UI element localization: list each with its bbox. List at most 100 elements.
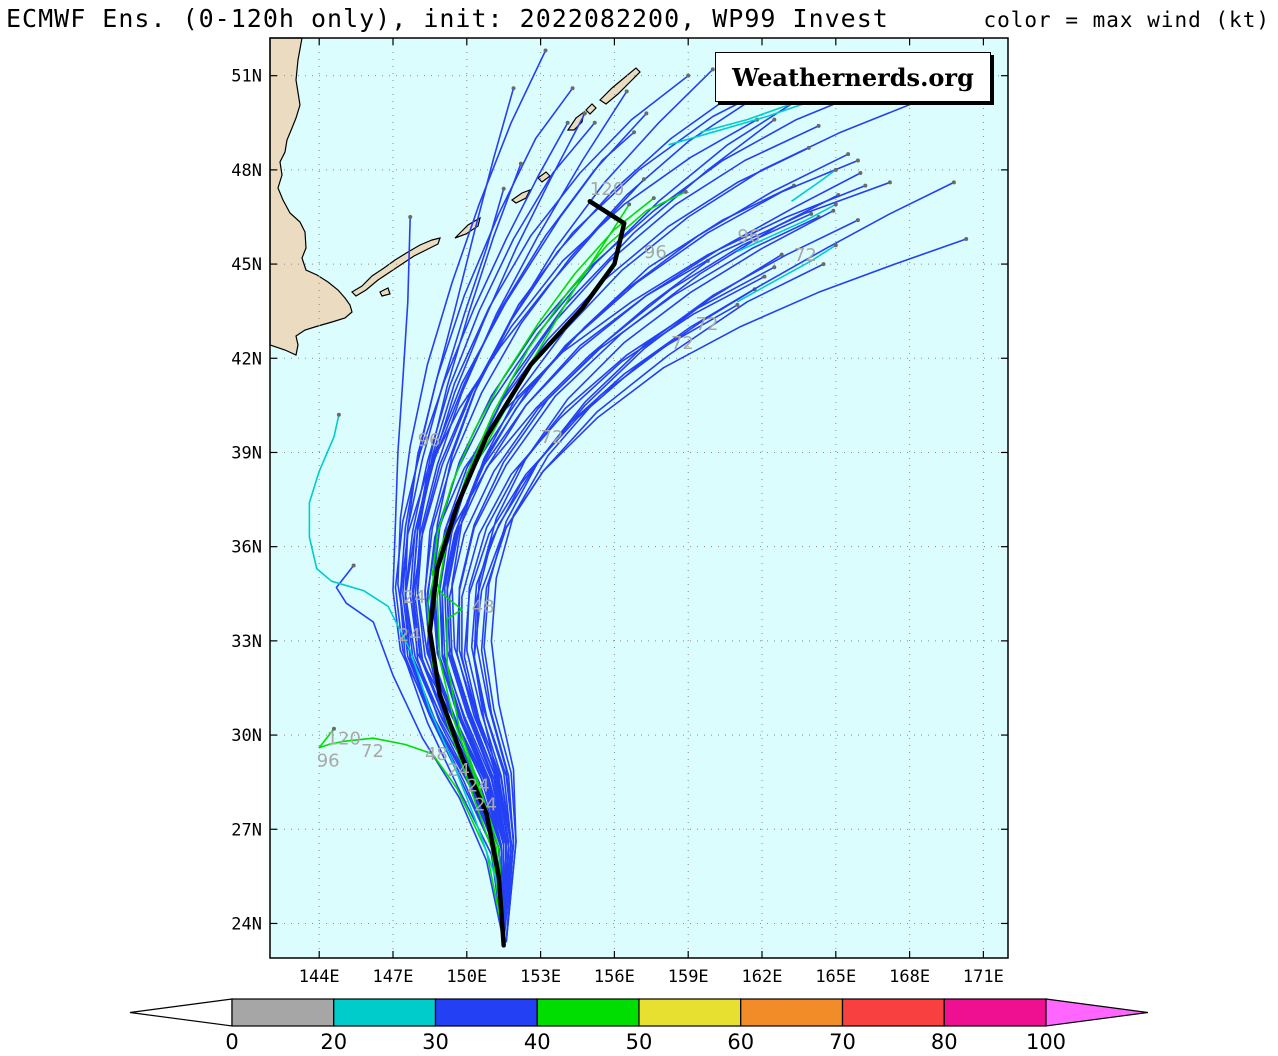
track-end-point bbox=[632, 130, 637, 135]
track-end-point bbox=[511, 86, 516, 91]
forecast-hour-label: 24 bbox=[403, 587, 426, 608]
lon-tick-label: 147E bbox=[373, 967, 414, 987]
ensemble-member-track bbox=[431, 87, 874, 943]
forecast-hour-label: 72 bbox=[541, 427, 564, 448]
track-end-point bbox=[582, 111, 587, 116]
track-end-point bbox=[624, 89, 629, 94]
track-end-point bbox=[565, 120, 570, 125]
track-end-point bbox=[964, 236, 969, 241]
track-end-point bbox=[710, 67, 715, 72]
ensemble-member-track bbox=[308, 414, 505, 934]
lat-tick-label: 45N bbox=[231, 255, 262, 275]
ensemble-member-track bbox=[461, 275, 765, 943]
island-5 bbox=[585, 103, 597, 115]
legend-note: color = max wind (kt) bbox=[983, 8, 1270, 32]
track-end-point bbox=[518, 161, 523, 166]
forecast-hour-label: 120 bbox=[327, 728, 361, 749]
ensemble-member-track bbox=[473, 181, 955, 943]
track-end-point bbox=[627, 202, 632, 207]
colorbar-segment bbox=[536, 998, 640, 1027]
ensemble-member-track bbox=[490, 304, 738, 943]
watermark: Weathernerds.org bbox=[715, 52, 991, 102]
lat-tick-label: 36N bbox=[231, 538, 262, 558]
lon-tick-label: 144E bbox=[299, 967, 340, 987]
track-end-point bbox=[833, 243, 838, 248]
track-end-point bbox=[592, 120, 597, 125]
colorbar-label: 20 bbox=[320, 1030, 347, 1054]
track-end-point bbox=[501, 186, 506, 191]
track-end-point bbox=[331, 726, 336, 731]
track-end-point bbox=[408, 214, 413, 219]
track-end-point bbox=[855, 218, 860, 223]
island-7 bbox=[379, 287, 391, 297]
ensemble-member-track bbox=[451, 100, 920, 943]
forecast-hour-label: 72 bbox=[361, 741, 384, 762]
lat-tick-label: 39N bbox=[231, 443, 262, 463]
chart-title: ECMWF Ens. (0-120h only), init: 20220822… bbox=[6, 4, 889, 33]
ensemble-member-track bbox=[335, 565, 505, 943]
track-end-point bbox=[833, 202, 838, 207]
ensemble-member-track bbox=[466, 266, 775, 943]
hokkaido-landmass bbox=[269, 37, 353, 356]
island-1 bbox=[454, 216, 481, 239]
forecast-hour-label: 96 bbox=[737, 226, 760, 247]
colorbar-segment bbox=[231, 998, 335, 1027]
forecast-hour-label: 120 bbox=[590, 179, 624, 200]
lon-tick-label: 153E bbox=[520, 967, 561, 987]
colorbar-arrow-left bbox=[129, 998, 233, 1027]
track-end-point bbox=[651, 196, 656, 201]
forecast-hour-label: 72 bbox=[696, 314, 719, 335]
track-end-point bbox=[855, 158, 860, 163]
ensemble-member-track bbox=[424, 68, 714, 943]
ensemble-member-track bbox=[737, 244, 837, 303]
ensemble-member-track bbox=[318, 728, 505, 937]
track-end-point bbox=[570, 86, 575, 91]
track-end-point bbox=[806, 145, 811, 150]
track-end-point bbox=[887, 180, 892, 185]
lat-tick-label: 48N bbox=[231, 161, 262, 181]
lon-tick-label: 171E bbox=[963, 967, 1004, 987]
track-end-point bbox=[735, 302, 740, 307]
lon-tick-label: 165E bbox=[815, 967, 856, 987]
island-4 bbox=[599, 67, 641, 105]
forecast-hour-label: 24 bbox=[447, 760, 470, 781]
track-layer bbox=[308, 48, 969, 948]
track-end-point bbox=[644, 111, 649, 116]
forecast-hour-label: 96 bbox=[644, 242, 667, 263]
track-end-point bbox=[686, 73, 691, 78]
forecast-hour-label: 48 bbox=[472, 597, 495, 618]
track-end-point bbox=[831, 208, 836, 213]
colorbar-label: 0 bbox=[225, 1030, 238, 1054]
colorbar-segment bbox=[841, 998, 945, 1027]
lat-tick-label: 42N bbox=[231, 349, 262, 369]
forecast-hour-label: 24 bbox=[467, 776, 490, 797]
track-end-point bbox=[816, 123, 821, 128]
island-6 bbox=[537, 171, 551, 183]
lat-tick-label: 27N bbox=[231, 820, 262, 840]
forecast-hour-label: 72 bbox=[794, 245, 817, 266]
colorbar-label: 50 bbox=[626, 1030, 653, 1054]
ensemble-member-track bbox=[668, 96, 822, 146]
forecast-hour-label: 48 bbox=[425, 744, 448, 765]
ensemble-member-track bbox=[431, 197, 655, 937]
forecast-hour-label: 96 bbox=[418, 430, 441, 451]
ensemble-member-track bbox=[431, 78, 787, 943]
ensemble-member-track bbox=[480, 238, 967, 943]
colorbar-label: 100 bbox=[1026, 1030, 1066, 1054]
track-end-point bbox=[772, 265, 777, 270]
track-end-point bbox=[641, 177, 646, 182]
lat-tick-label: 51N bbox=[231, 67, 262, 87]
track-end-point bbox=[833, 167, 838, 172]
ensemble-member-track bbox=[434, 147, 810, 943]
colorbar-label: 70 bbox=[829, 1030, 856, 1054]
lat-tick-label: 24N bbox=[231, 914, 262, 934]
track-end-point bbox=[351, 563, 356, 568]
colorbar-label: 60 bbox=[727, 1030, 754, 1054]
track-end-point bbox=[809, 211, 814, 216]
ensemble-member-track bbox=[402, 188, 505, 943]
land-layer bbox=[269, 37, 641, 356]
colorbar-segment bbox=[333, 998, 437, 1027]
lon-tick-label: 156E bbox=[594, 967, 635, 987]
